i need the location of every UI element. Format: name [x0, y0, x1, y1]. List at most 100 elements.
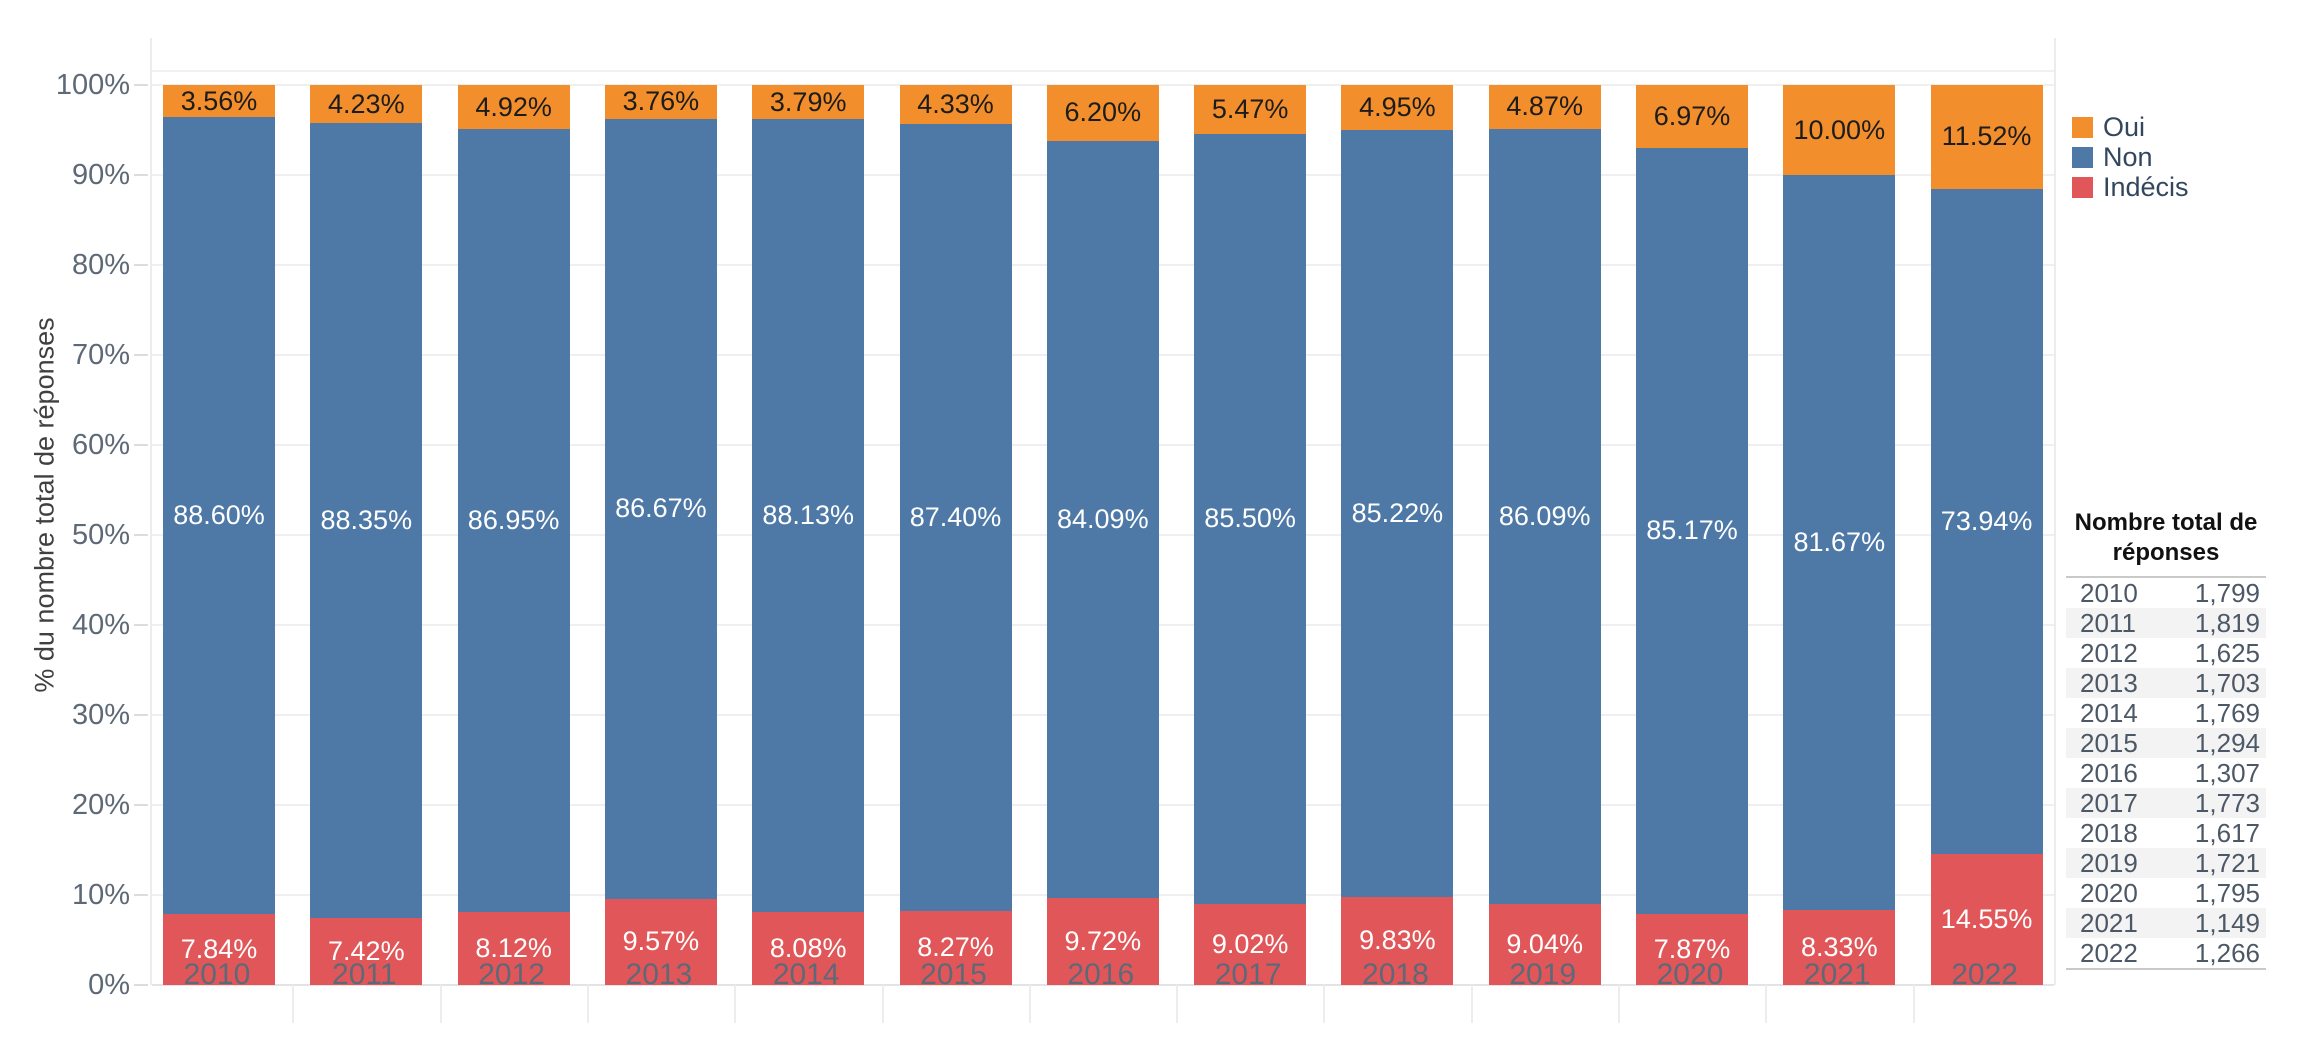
bar-segment-oui-2011[interactable]: 4.23%	[310, 85, 423, 124]
row-value: 1,703	[2194, 667, 2260, 698]
row-value: 1,721	[2194, 847, 2260, 878]
bar-column-2013: 3.76% 86.67% 9.57%	[604, 85, 717, 985]
bar-value-label: 84.09%	[1057, 503, 1149, 534]
bar-segment-non-2013[interactable]: 86.67%	[604, 118, 717, 899]
row-value: 1,819	[2194, 607, 2260, 638]
y-tick-label: 30%	[71, 699, 130, 731]
bar-segment-indecis-2014[interactable]: 8.08%	[752, 912, 865, 985]
bar-value-label: 8.27%	[917, 932, 994, 963]
bar-segment-non-2019[interactable]: 86.09%	[1488, 128, 1601, 904]
bar-segment-non-2018[interactable]: 85.22%	[1341, 129, 1454, 897]
bar-segment-indecis-2015[interactable]: 8.27%	[899, 910, 1012, 985]
table-row-2010[interactable]: 2010 1,799	[2066, 578, 2266, 608]
x-tick-label-2020: 2020	[1656, 958, 1724, 991]
x-tick-label-2016: 2016	[1067, 958, 1135, 991]
bar-column-2017: 5.47% 85.50% 9.02%	[1194, 85, 1307, 985]
bar-segment-oui-2010[interactable]: 3.56%	[163, 85, 275, 118]
bar-value-label: 85.17%	[1646, 515, 1738, 546]
legend-item-oui[interactable]: Oui	[2072, 112, 2189, 142]
column-divider-tick	[586, 985, 589, 1023]
x-tick-label-2022: 2022	[1951, 958, 2018, 991]
bar-segment-non-2021[interactable]: 81.67%	[1783, 175, 1896, 911]
x-tick-label-2015: 2015	[920, 958, 987, 991]
bar-value-label: 86.95%	[467, 505, 560, 536]
bar-segment-indecis-2011[interactable]: 7.42%	[310, 918, 423, 985]
bar-value-label: 81.67%	[1793, 527, 1886, 557]
bar-segment-oui-2020[interactable]: 6.97%	[1636, 85, 1748, 148]
bar-column-2012: 4.92% 86.95% 8.12%	[457, 85, 570, 985]
bar-segment-non-2020[interactable]: 85.17%	[1636, 147, 1748, 915]
bar-value-label: 3.76%	[622, 86, 700, 117]
row-value: 1,149	[2194, 907, 2260, 938]
y-tick-label: 90%	[71, 159, 130, 191]
legend-item-non[interactable]: Non	[2072, 142, 2189, 172]
table-rule	[2066, 968, 2266, 970]
table-row-2018[interactable]: 2018 1,617	[2066, 818, 2266, 848]
y-tick-mark	[134, 354, 148, 356]
bar-segment-oui-2012[interactable]: 4.92%	[457, 85, 570, 130]
x-tick-label-2012: 2012	[478, 958, 545, 991]
bar-segment-indecis-2017[interactable]: 9.02%	[1194, 903, 1307, 985]
bar-segment-oui-2015[interactable]: 4.33%	[899, 85, 1012, 124]
column-divider-tick	[1176, 985, 1179, 1023]
table-row-2017[interactable]: 2017 1,773	[2066, 788, 2266, 818]
bar-segment-indecis-2021[interactable]: 8.33%	[1783, 910, 1896, 985]
row-year: 2013	[2080, 667, 2138, 698]
column-divider-tick	[1323, 985, 1326, 1023]
table-row-2019[interactable]: 2019 1,721	[2066, 848, 2266, 878]
bar-column-2014: 3.79% 88.13% 8.08%	[752, 85, 865, 985]
bar-column-2011: 4.23% 88.35% 7.42%	[310, 85, 423, 985]
bar-segment-non-2022[interactable]: 73.94%	[1930, 188, 2043, 855]
table-row-2022[interactable]: 2022 1,266	[2066, 938, 2266, 968]
table-row-2012[interactable]: 2012 1,625	[2066, 638, 2266, 668]
bar-segment-indecis-2016[interactable]: 9.72%	[1046, 897, 1159, 986]
bar-segment-oui-2021[interactable]: 10.00%	[1783, 85, 1896, 175]
row-year: 2019	[2080, 847, 2138, 878]
bar-segment-indecis-2019[interactable]: 9.04%	[1488, 903, 1601, 985]
bar-segment-oui-2018[interactable]: 4.95%	[1341, 85, 1454, 130]
bar-segment-non-2012[interactable]: 86.95%	[457, 129, 570, 912]
legend-label: Oui	[2103, 112, 2146, 142]
table-row-2016[interactable]: 2016 1,307	[2066, 758, 2266, 788]
row-value: 1,795	[2194, 877, 2260, 908]
table-row-2013[interactable]: 2013 1,703	[2066, 668, 2266, 698]
totals-table-body: 2010 1,799 2011 1,819 2012 1,625 2013 1,703 2014…	[2066, 578, 2266, 968]
bar-segment-oui-2013[interactable]: 3.76%	[604, 85, 717, 119]
table-row-2011[interactable]: 2011 1,819	[2066, 608, 2266, 638]
bar-segment-non-2017[interactable]: 85.50%	[1194, 134, 1307, 904]
legend-item-indecis[interactable]: Indécis	[2072, 172, 2189, 202]
y-tick-label: 70%	[71, 339, 130, 371]
bar-segment-oui-2016[interactable]: 6.20%	[1046, 85, 1159, 141]
bar-value-label: 10.00%	[1793, 114, 1886, 145]
table-row-2014[interactable]: 2014 1,769	[2066, 698, 2266, 728]
bar-segment-oui-2014[interactable]: 3.79%	[752, 85, 865, 120]
bar-column-2015: 4.33% 87.40% 8.27%	[899, 85, 1012, 985]
bar-value-label: 6.97%	[1653, 100, 1731, 131]
bar-segment-non-2011[interactable]: 88.35%	[310, 123, 423, 919]
bar-segment-indecis-2013[interactable]: 9.57%	[604, 898, 717, 985]
table-row-2015[interactable]: 2015 1,294	[2066, 728, 2266, 758]
bar-segment-non-2010[interactable]: 88.60%	[163, 117, 275, 915]
column-divider-tick	[1470, 985, 1473, 1023]
bar-value-label: 4.23%	[328, 88, 405, 119]
bar-segment-indecis-2010[interactable]: 7.84%	[163, 914, 275, 985]
bar-value-label: 86.67%	[615, 493, 707, 524]
bar-segment-oui-2019[interactable]: 4.87%	[1488, 85, 1601, 129]
bar-segment-indecis-2018[interactable]: 9.83%	[1341, 896, 1454, 985]
bar-segment-non-2014[interactable]: 88.13%	[752, 119, 865, 913]
y-tick-label: 20%	[71, 789, 130, 821]
bar-segment-oui-2017[interactable]: 5.47%	[1194, 85, 1307, 135]
bar-value-label: 87.40%	[909, 501, 1002, 532]
bar-segment-non-2015[interactable]: 87.40%	[899, 123, 1012, 911]
bar-segment-non-2016[interactable]: 84.09%	[1046, 140, 1159, 898]
table-row-2021[interactable]: 2021 1,149	[2066, 908, 2266, 938]
bar-segment-indecis-2012[interactable]: 8.12%	[457, 911, 570, 985]
bar-segment-oui-2022[interactable]: 11.52%	[1930, 85, 2043, 189]
bar-segment-indecis-2020[interactable]: 7.87%	[1636, 914, 1748, 986]
bar-value-label: 9.83%	[1359, 925, 1436, 956]
legend-label: Non	[2103, 142, 2153, 172]
row-year: 2010	[2080, 577, 2138, 608]
bar-segment-indecis-2022[interactable]: 14.55%	[1930, 854, 2043, 985]
table-row-2020[interactable]: 2020 1,795	[2066, 878, 2266, 908]
bar-value-label: 8.33%	[1801, 932, 1878, 962]
